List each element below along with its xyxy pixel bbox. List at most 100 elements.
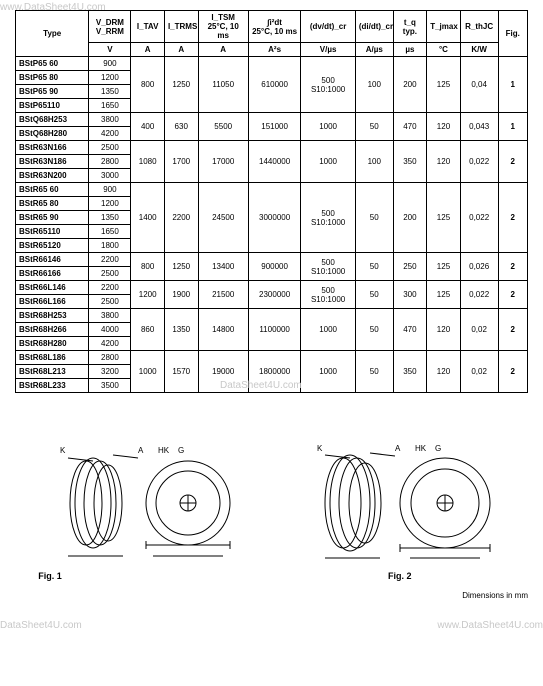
cell-itsm: 19000 (198, 351, 248, 393)
cell-vdrm: 1200 (89, 197, 131, 211)
cell-rth: 0,043 (460, 113, 498, 141)
cell-i2t: 1440000 (248, 141, 300, 183)
cell-didt: 50 (355, 113, 393, 141)
cell-tjmax: 125 (427, 183, 461, 253)
cell-itrms: 1250 (164, 57, 198, 113)
cell-fig: 2 (498, 309, 527, 351)
cell-didt: 50 (355, 351, 393, 393)
cell-vdrm: 900 (89, 183, 131, 197)
cell-itrms: 2200 (164, 183, 198, 253)
cell-type: BStP65110 (16, 99, 89, 113)
cell-fig: 2 (498, 183, 527, 253)
cell-itsm: 21500 (198, 281, 248, 309)
th-type: Type (16, 11, 89, 57)
cell-dvdt: 500 S10:1000 (301, 281, 356, 309)
table-row: BStR66L146220012001900215002300000500 S1… (16, 281, 528, 295)
label-a: A (138, 446, 144, 455)
label-g: G (435, 444, 441, 453)
th-tjmax-unit: °C (427, 43, 461, 57)
cell-type: BStP65 90 (16, 85, 89, 99)
table-row: BStR661462200800125013400900000500 S10:1… (16, 253, 528, 267)
cell-vdrm: 2500 (89, 267, 131, 281)
cell-dvdt: 1000 (301, 113, 356, 141)
cell-itrms: 1700 (164, 141, 198, 183)
th-fig: Fig. (498, 11, 527, 57)
cell-dvdt: 500 S10:1000 (301, 57, 356, 113)
cell-type: BStR66166 (16, 267, 89, 281)
cell-type: BStQ68H280 (16, 127, 89, 141)
cell-vdrm: 4000 (89, 323, 131, 337)
cell-tjmax: 125 (427, 57, 461, 113)
cell-vdrm: 2500 (89, 295, 131, 309)
th-vdrm-unit: V (89, 43, 131, 57)
cell-itrms: 630 (164, 113, 198, 141)
figures-row: K A HK G Fig. 1 (15, 433, 528, 581)
cell-i2t: 2300000 (248, 281, 300, 309)
cell-itav: 860 (131, 309, 165, 351)
cell-type: BStR65 90 (16, 211, 89, 225)
cell-vdrm: 3800 (89, 309, 131, 323)
cell-i2t: 1800000 (248, 351, 300, 393)
table-row: BStR63N166250010801700170001440000100010… (16, 141, 528, 155)
label-k: K (317, 444, 323, 453)
th-i2t: ∫i²dt 25°C, 10 ms (248, 11, 300, 43)
cell-tq: 470 (393, 309, 427, 351)
cell-i2t: 900000 (248, 253, 300, 281)
table-row: BStR68H253380086013501480011000001000504… (16, 309, 528, 323)
cell-i2t: 1100000 (248, 309, 300, 351)
cell-fig: 2 (498, 351, 527, 393)
cell-didt: 50 (355, 281, 393, 309)
cell-fig: 2 (498, 141, 527, 183)
cell-fig: 1 (498, 57, 527, 113)
cell-tq: 200 (393, 183, 427, 253)
th-vdrm: V_DRM V_RRM (89, 11, 131, 43)
th-tq: t_q typ. (393, 11, 427, 43)
th-didt-unit: A/µs (355, 43, 393, 57)
cell-i2t: 610000 (248, 57, 300, 113)
cell-itsm: 24500 (198, 183, 248, 253)
cell-type: BStR65120 (16, 239, 89, 253)
cell-i2t: 3000000 (248, 183, 300, 253)
th-rthjc-unit: K/W (460, 43, 498, 57)
cell-itav: 800 (131, 253, 165, 281)
cell-tjmax: 120 (427, 351, 461, 393)
cell-didt: 100 (355, 141, 393, 183)
cell-vdrm: 4200 (89, 127, 131, 141)
cell-itsm: 11050 (198, 57, 248, 113)
cell-itsm: 5500 (198, 113, 248, 141)
th-didt: (di/dt)_cr (355, 11, 393, 43)
cell-vdrm: 2500 (89, 141, 131, 155)
cell-tjmax: 125 (427, 253, 461, 281)
th-rthjc: R_thJC (460, 11, 498, 43)
cell-type: BStR68H253 (16, 309, 89, 323)
fig1-label: Fig. 1 (38, 571, 248, 581)
table-row: BStR68L186280010001570190001800000100050… (16, 351, 528, 365)
th-dvdt-unit: V/µs (301, 43, 356, 57)
th-dvdt: (dv/dt)_cr (301, 11, 356, 43)
cell-rth: 0,02 (460, 351, 498, 393)
dimensions-note: Dimensions in mm (15, 591, 528, 600)
cell-tq: 350 (393, 351, 427, 393)
cell-rth: 0,02 (460, 309, 498, 351)
cell-vdrm: 900 (89, 57, 131, 71)
table-row: BStQ68H253380040063055001510001000504701… (16, 113, 528, 127)
fig2-label: Fig. 2 (295, 571, 505, 581)
cell-type: BStR63N166 (16, 141, 89, 155)
cell-type: BStR68H280 (16, 337, 89, 351)
th-itsm-unit: A (198, 43, 248, 57)
cell-tq: 300 (393, 281, 427, 309)
figure-1: K A HK G Fig. 1 (38, 433, 248, 581)
cell-rth: 0,022 (460, 141, 498, 183)
cell-type: BStR66L166 (16, 295, 89, 309)
cell-dvdt: 1000 (301, 309, 356, 351)
cell-type: BStR66L146 (16, 281, 89, 295)
figure-2: K A HK G Fig. 2 (295, 433, 505, 581)
cell-fig: 2 (498, 253, 527, 281)
th-itsm: I_TSM 25°C, 10 ms (198, 11, 248, 43)
cell-type: BStR68L233 (16, 379, 89, 393)
cell-type: BStQ68H253 (16, 113, 89, 127)
cell-vdrm: 2800 (89, 155, 131, 169)
cell-fig: 1 (498, 113, 527, 141)
cell-itrms: 1350 (164, 309, 198, 351)
cell-tq: 470 (393, 113, 427, 141)
